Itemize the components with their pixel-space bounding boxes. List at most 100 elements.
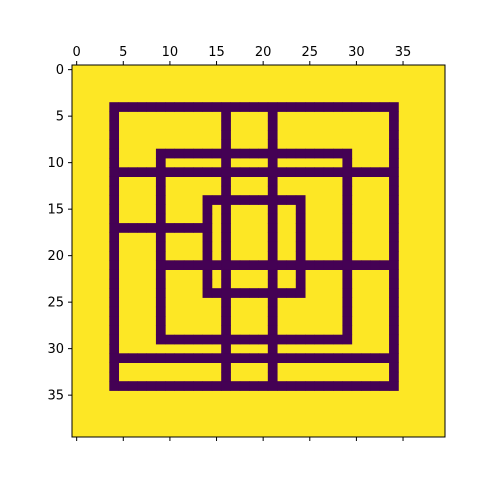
heatmap-cell — [239, 102, 250, 112]
heatmap-cell — [174, 334, 185, 345]
heatmap-cell — [202, 232, 213, 243]
heatmap-cell — [211, 381, 222, 391]
heatmap-cell — [258, 195, 269, 205]
heatmap-cell — [193, 223, 203, 233]
heatmap-cell — [286, 288, 297, 298]
heatmap-cell — [277, 334, 287, 345]
heatmap-cell — [277, 102, 287, 112]
heatmap-cell — [127, 223, 138, 233]
heatmap-cell — [239, 353, 250, 363]
heatmap-cell — [258, 148, 269, 159]
heatmap-cell — [305, 148, 315, 159]
heatmap-cell — [239, 260, 250, 270]
heatmap-cell — [286, 167, 297, 177]
heatmap-cell — [202, 167, 213, 177]
heatmap-cell — [342, 297, 353, 308]
heatmap-cell — [389, 306, 399, 317]
heatmap-cell — [221, 148, 231, 159]
heatmap-cell — [118, 353, 129, 363]
heatmap-cell — [202, 381, 213, 391]
y-tick-label: 0 — [56, 63, 64, 78]
heatmap-cell — [389, 167, 399, 177]
heatmap-cell — [267, 316, 278, 326]
heatmap-cell — [155, 260, 166, 270]
heatmap-cell — [239, 288, 250, 298]
heatmap-cell — [221, 353, 231, 363]
heatmap-cell — [155, 195, 166, 205]
heatmap-cell — [174, 102, 185, 112]
heatmap-cell — [295, 102, 306, 112]
heatmap-cell — [305, 353, 315, 363]
heatmap-cell — [221, 232, 231, 243]
heatmap-cell — [351, 167, 362, 177]
heatmap-cell — [183, 334, 194, 345]
heatmap-cell — [342, 176, 353, 187]
heatmap-cell — [389, 176, 399, 187]
heatmap-cell — [333, 260, 343, 270]
heatmap-cell — [109, 139, 120, 150]
heatmap-cell — [183, 102, 194, 112]
heatmap-cell — [286, 381, 297, 391]
heatmap-background-cell — [72, 65, 445, 437]
heatmap-cell — [109, 176, 120, 187]
heatmap-cell — [295, 195, 306, 205]
x-tick-label: 10 — [162, 45, 179, 60]
heatmap-cell — [183, 223, 194, 233]
heatmap-cell — [155, 167, 166, 177]
heatmap-cell — [351, 260, 362, 270]
heatmap-cell — [286, 195, 297, 205]
heatmap-cell — [211, 334, 222, 345]
heatmap-cell — [258, 102, 269, 112]
heatmap-cell — [174, 223, 185, 233]
heatmap-cell — [202, 148, 213, 159]
heatmap-cell — [267, 241, 278, 252]
heatmap-cell — [221, 371, 231, 382]
heatmap-cell — [277, 288, 287, 298]
heatmap-cell — [249, 334, 259, 345]
heatmap-cell — [202, 241, 213, 252]
heatmap-cell — [286, 260, 297, 270]
heatmap-cell — [267, 325, 278, 336]
heatmap-cell — [165, 260, 175, 270]
heatmap-cell — [267, 176, 278, 187]
heatmap-cell — [155, 148, 166, 159]
heatmap-cell — [109, 213, 120, 224]
heatmap-cell — [230, 381, 241, 391]
heatmap-cell — [221, 111, 231, 122]
heatmap-cell — [165, 148, 175, 159]
heatmap-cell — [389, 278, 399, 289]
heatmap-cell — [221, 325, 231, 336]
heatmap-cell — [389, 213, 399, 224]
heatmap-cell — [230, 195, 241, 205]
heatmap-cell — [342, 353, 353, 363]
heatmap-cell — [389, 120, 399, 131]
heatmap-cell — [361, 353, 371, 363]
heatmap-cell — [155, 223, 166, 233]
heatmap-cell — [202, 334, 213, 345]
heatmap-cell — [221, 316, 231, 326]
heatmap-cell — [109, 297, 120, 308]
heatmap-cell — [165, 353, 175, 363]
heatmap-cell — [389, 195, 399, 205]
heatmap-cell — [249, 102, 259, 112]
heatmap-cell — [267, 371, 278, 382]
heatmap-cell — [109, 353, 120, 363]
heatmap-cell — [146, 223, 157, 233]
heatmap-cell — [361, 167, 371, 177]
y-tick-label: 5 — [56, 110, 64, 125]
heatmap-cell — [155, 353, 166, 363]
heatmap-cell — [267, 353, 278, 363]
y-tick-label: 10 — [47, 156, 64, 171]
heatmap-cell — [342, 167, 353, 177]
heatmap-cell — [314, 102, 325, 112]
heatmap-cell — [221, 241, 231, 252]
x-tick-label: 25 — [302, 45, 319, 60]
heatmap-cell — [370, 102, 381, 112]
heatmap-cell — [155, 251, 166, 261]
heatmap-cell — [305, 102, 315, 112]
heatmap-cell — [221, 120, 231, 131]
heatmap-cell — [230, 102, 241, 112]
heatmap-cell — [389, 269, 399, 280]
heatmap-cell — [314, 381, 325, 391]
heatmap-cell — [267, 158, 278, 168]
